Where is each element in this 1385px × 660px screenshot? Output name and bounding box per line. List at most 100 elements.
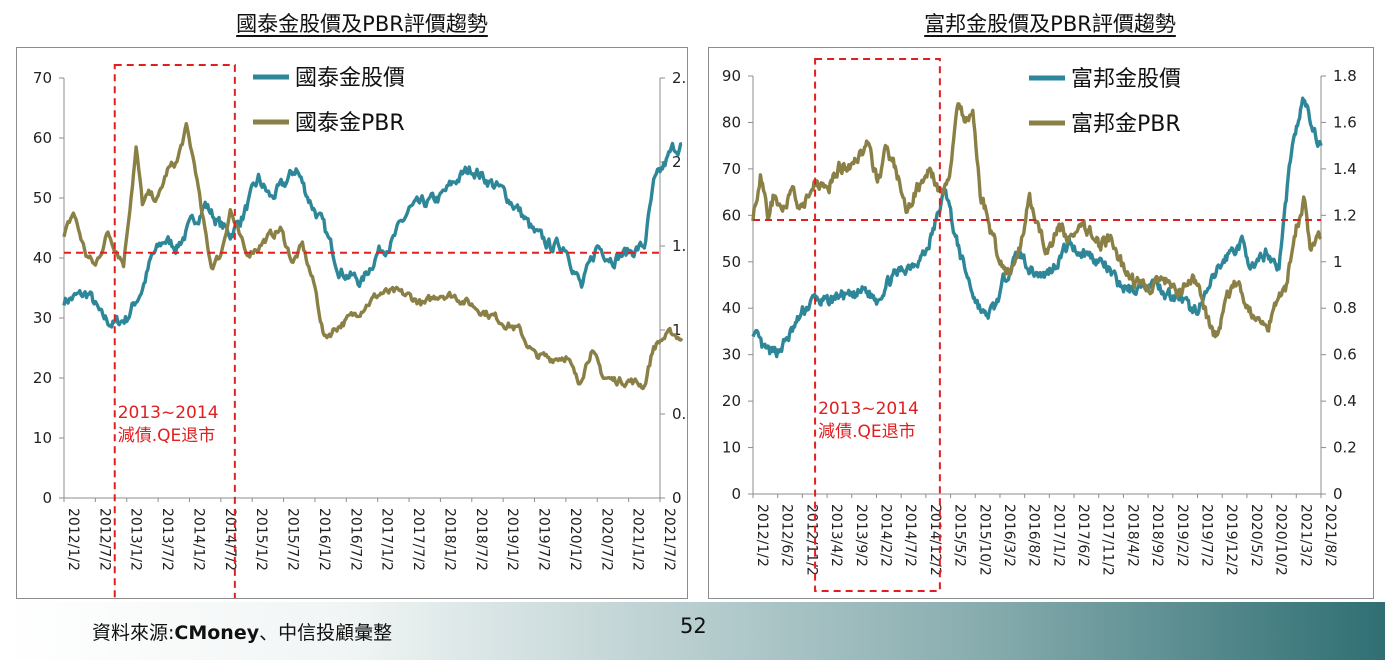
y-right-tick-label: 1.8 xyxy=(1333,67,1357,85)
x-tick-label: 2016/3/2 xyxy=(1001,504,1017,567)
x-tick-label: 2012/7/2 xyxy=(96,508,112,571)
legend-label: 國泰金PBR xyxy=(295,111,405,136)
y-right-tick-label: 0 xyxy=(672,489,682,507)
legend-label: 富邦金股價 xyxy=(1071,67,1181,92)
series-line-price xyxy=(62,141,683,329)
y-left-tick-label: 0 xyxy=(42,489,52,507)
x-tick-label: 2020/7/2 xyxy=(598,508,614,571)
x-tick-label: 2021/3/2 xyxy=(1297,504,1313,567)
x-tick-label: 2020/1/2 xyxy=(567,508,583,571)
x-tick-label: 2014/2/2 xyxy=(877,504,893,567)
y-left-tick-label: 20 xyxy=(33,369,52,387)
x-tick-label: 2018/4/2 xyxy=(1124,504,1140,567)
x-tick-label: 2017/7/2 xyxy=(410,508,426,571)
x-tick-label: 2021/1/2 xyxy=(630,508,646,571)
y-left-tick-label: 60 xyxy=(33,129,52,147)
x-tick-label: 2020/5/2 xyxy=(1248,504,1264,567)
x-tick-label: 2013/4/2 xyxy=(828,504,844,567)
y-left-tick-label: 10 xyxy=(33,429,52,447)
y-left-tick-label: 50 xyxy=(33,189,52,207)
y-right-tick-label: 0 xyxy=(1333,485,1343,503)
highlight-annotation: 2013~2014 xyxy=(118,403,219,423)
x-tick-label: 2017/1/2 xyxy=(379,508,395,571)
x-tick-label: 2020/10/2 xyxy=(1273,504,1289,576)
y-left-tick-label: 20 xyxy=(722,392,741,410)
x-tick-label: 2017/11/2 xyxy=(1100,504,1116,576)
y-right-tick-label: 1 xyxy=(1333,253,1343,271)
y-left-tick-label: 70 xyxy=(722,160,741,178)
x-tick-label: 2012/6/2 xyxy=(779,504,795,567)
y-left-tick-label: 60 xyxy=(722,206,741,224)
x-tick-label: 2012/11/2 xyxy=(803,504,819,576)
x-tick-label: 2018/7/2 xyxy=(473,508,489,571)
y-left-tick-label: 30 xyxy=(33,309,52,327)
x-tick-label: 2013/7/2 xyxy=(159,508,175,571)
highlight-annotation: 減債.QE退市 xyxy=(118,426,216,446)
highlight-period-box xyxy=(814,58,941,592)
y-right-tick-label: 0.8 xyxy=(1333,299,1357,317)
x-tick-label: 2013/1/2 xyxy=(128,508,144,571)
y-left-tick-label: 90 xyxy=(722,67,741,85)
x-tick-label: 2019/7/2 xyxy=(1199,504,1215,567)
y-right-tick-label: 0.4 xyxy=(1333,392,1357,410)
series-line-price xyxy=(751,96,1323,359)
x-tick-label: 2018/1/2 xyxy=(441,508,457,571)
y-left-tick-label: 80 xyxy=(722,113,741,131)
highlight-annotation: 減債.QE退市 xyxy=(818,422,916,442)
x-tick-label: 2019/12/2 xyxy=(1223,504,1239,576)
y-right-tick-label: 1 xyxy=(672,321,682,339)
x-tick-label: 2019/7/2 xyxy=(536,508,552,571)
chart-title-fubon: 富邦金股價及PBR評價趨勢 xyxy=(924,12,1176,36)
y-left-tick-label: 40 xyxy=(33,249,52,267)
series-line-pbr xyxy=(62,121,684,391)
x-tick-label: 2018/9/2 xyxy=(1149,504,1165,567)
slide-footer: 資料來源:CMoney、中信投顧彙整 52 xyxy=(0,602,1385,660)
y-right-tick-label: 2 xyxy=(672,153,682,171)
page-number: 52 xyxy=(680,614,707,638)
x-tick-label: 2015/7/2 xyxy=(285,508,301,571)
x-tick-label: 2014/1/2 xyxy=(190,508,206,571)
x-tick-label: 2019/2/2 xyxy=(1174,504,1190,567)
highlight-annotation: 2013~2014 xyxy=(818,399,919,419)
chart-title-cathay: 國泰金股價及PBR評價趨勢 xyxy=(236,12,488,36)
x-tick-label: 2016/7/2 xyxy=(347,508,363,571)
y-left-tick-label: 10 xyxy=(722,439,741,457)
x-tick-label: 2014/12/2 xyxy=(927,504,943,576)
y-right-tick-label: 1.5 xyxy=(672,237,687,255)
y-left-tick-label: 50 xyxy=(722,253,741,271)
x-tick-label: 2016/1/2 xyxy=(316,508,332,571)
x-tick-label: 2016/8/2 xyxy=(1026,504,1042,567)
y-right-tick-label: 0.6 xyxy=(1333,346,1357,364)
x-tick-label: 2017/1/2 xyxy=(1050,504,1066,567)
x-tick-label: 2014/7/2 xyxy=(902,504,918,567)
y-left-tick-label: 70 xyxy=(33,69,52,87)
x-tick-label: 2021/7/2 xyxy=(661,508,677,571)
x-tick-label: 2012/1/2 xyxy=(65,508,81,571)
series-line-pbr xyxy=(751,102,1323,339)
x-tick-label: 2012/1/2 xyxy=(754,504,770,567)
chart-panel-cathay: 0 10 20 30 40 50 60 70 0 0.5 1 1.5 2 2.5 2012/1/2 2012/… xyxy=(16,47,688,599)
x-tick-label: 2015/1/2 xyxy=(253,508,269,571)
data-source-note: 資料來源:CMoney、中信投顧彙整 xyxy=(92,622,393,644)
y-left-tick-label: 40 xyxy=(722,299,741,317)
chart-panel-fubon: 0 10 20 30 40 50 60 70 80 90 0 0.2 0.4 0.6 0.8 1 1.2 1.4 1… xyxy=(708,47,1374,599)
y-left-tick-label: 0 xyxy=(731,485,741,503)
x-tick-label: 2019/1/2 xyxy=(504,508,520,571)
y-right-tick-label: 1.4 xyxy=(1333,160,1357,178)
y-right-tick-label: 0.5 xyxy=(672,405,687,423)
x-tick-label: 2013/9/2 xyxy=(853,504,869,567)
legend-label: 國泰金股價 xyxy=(295,66,405,91)
y-left-tick-label: 30 xyxy=(722,346,741,364)
y-right-tick-label: 1.2 xyxy=(1333,206,1357,224)
y-right-tick-label: 0.2 xyxy=(1333,439,1357,457)
y-right-tick-label: 2.5 xyxy=(672,69,687,87)
x-tick-label: 2021/8/2 xyxy=(1322,504,1338,567)
x-tick-label: 2015/5/2 xyxy=(952,504,968,567)
legend-label: 富邦金PBR xyxy=(1071,112,1181,137)
chart-svg-fubon: 0 10 20 30 40 50 60 70 80 90 0 0.2 0.4 0.6 0.8 1 1.2 1.4 1… xyxy=(722,58,1357,592)
highlight-period-box xyxy=(113,64,236,598)
y-right-tick-label: 1.6 xyxy=(1333,113,1357,131)
x-tick-label: 2015/10/2 xyxy=(976,504,992,576)
x-tick-label: 2017/6/2 xyxy=(1075,504,1091,567)
chart-svg-cathay: 0 10 20 30 40 50 60 70 0 0.5 1 1.5 2 2.5 2012/1/2 2012/… xyxy=(33,64,687,598)
